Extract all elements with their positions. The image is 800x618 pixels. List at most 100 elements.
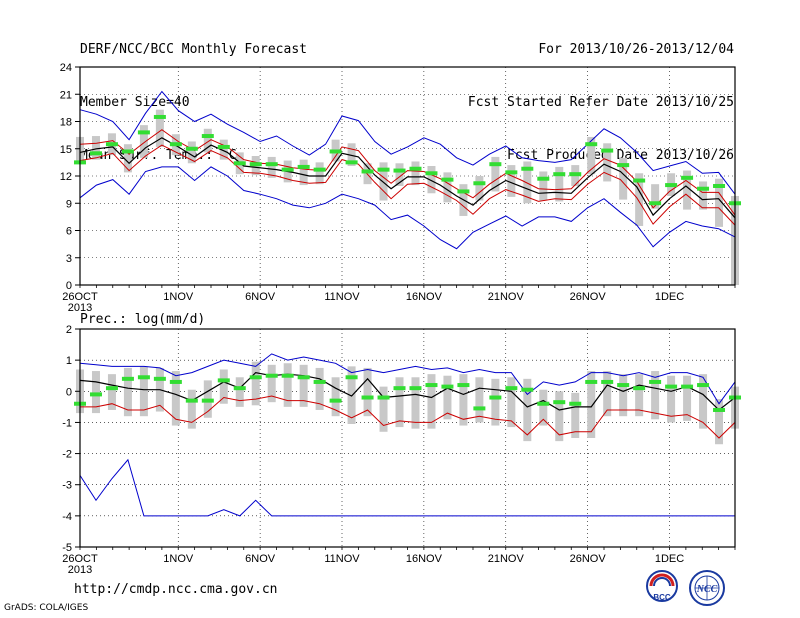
temp-min-line bbox=[79, 166, 736, 250]
temp-observation-mark bbox=[425, 171, 438, 176]
prec-member-bar bbox=[171, 371, 180, 426]
prec-xtick-label: 21NOV bbox=[488, 553, 525, 565]
temp-member-bar bbox=[651, 184, 660, 209]
prec-min-line bbox=[79, 458, 735, 517]
prec-member-bar bbox=[555, 391, 564, 442]
prec-observation-mark bbox=[313, 379, 326, 384]
temp-ytick-label: 3 bbox=[66, 253, 72, 265]
grads-credit: GrADS: COLA/IGES bbox=[4, 603, 89, 613]
prec-observation-mark bbox=[297, 375, 310, 380]
prec-member-bar bbox=[235, 377, 244, 407]
temp-member-bar bbox=[619, 157, 628, 200]
temp-member-bar bbox=[555, 166, 564, 202]
temp-member-bar bbox=[443, 172, 452, 203]
temp-observation-mark bbox=[121, 149, 134, 154]
temp-member-bar bbox=[699, 181, 708, 210]
prec-member-bar bbox=[267, 364, 276, 403]
prec-member-bar bbox=[523, 378, 532, 442]
prec-observation-mark bbox=[521, 387, 534, 392]
prec-member-bar bbox=[683, 375, 692, 421]
temp-xtick-label: 21NOV bbox=[488, 291, 525, 303]
temp-member-bar bbox=[187, 141, 196, 164]
prec-ytick-label: 1 bbox=[66, 355, 72, 367]
prec-observation-mark bbox=[265, 373, 278, 378]
prec-member-bar bbox=[635, 374, 644, 417]
temp-lower-line bbox=[79, 144, 736, 226]
temp-observation-mark bbox=[393, 168, 406, 173]
ncc-logo: NCC bbox=[689, 570, 725, 606]
temp-member-bar bbox=[523, 161, 532, 204]
temp-observation-mark bbox=[313, 167, 326, 172]
temp-member-bar bbox=[587, 136, 596, 175]
ncc-logo-text: NCC bbox=[696, 584, 718, 595]
temp-observation-mark bbox=[441, 177, 454, 182]
temp-observation-mark bbox=[633, 178, 646, 183]
prec-observation-mark bbox=[441, 384, 454, 389]
prec-member-bar bbox=[187, 389, 196, 429]
temp-ytick-label: 21 bbox=[60, 89, 72, 101]
temp-observation-mark bbox=[185, 146, 198, 151]
prec-observation-mark bbox=[537, 401, 550, 406]
temp-member-bar bbox=[379, 162, 388, 201]
temp-xtick-label: 11NOV bbox=[324, 291, 360, 303]
bcc-logo-text: BCC bbox=[653, 593, 671, 602]
temp-observation-mark bbox=[297, 164, 310, 169]
temp-member-bar bbox=[635, 173, 644, 226]
prec-observation-mark bbox=[233, 386, 246, 391]
temp-xtick-label: 1NOV bbox=[163, 291, 194, 303]
prec-observation-mark bbox=[121, 376, 134, 381]
source-url[interactable]: http://cmdp.ncc.cma.gov.cn bbox=[74, 582, 278, 597]
temp-xtick-label: 26NOV bbox=[570, 291, 607, 303]
temp-member-bar bbox=[475, 176, 484, 201]
prec-observation-mark bbox=[249, 375, 262, 380]
prec-ytick-label: -5 bbox=[62, 542, 72, 554]
header-right: For 2013/10/26-2013/12/04 Fcst Started R… bbox=[468, 10, 734, 185]
prec-ytick-label: 0 bbox=[66, 386, 72, 398]
prec-member-bar bbox=[283, 363, 292, 407]
prec-member-bar bbox=[507, 377, 516, 428]
prec-xtick-label: 11NOV bbox=[324, 553, 360, 565]
prec-observation-mark bbox=[281, 373, 294, 378]
temp-member-bar bbox=[539, 171, 548, 201]
temp-observation-mark bbox=[521, 166, 534, 171]
temp-ytick-label: 9 bbox=[66, 198, 72, 210]
prec-observation-mark bbox=[89, 392, 102, 397]
prec-observation-mark bbox=[137, 375, 150, 380]
temp-member-bar bbox=[411, 161, 420, 186]
prec-member-bar bbox=[395, 377, 404, 428]
prec-ytick-label: -4 bbox=[62, 511, 72, 523]
temp-member-bar bbox=[315, 162, 324, 185]
prec-member-bar bbox=[539, 389, 548, 426]
temp-member-bar bbox=[155, 109, 164, 147]
temp-observation-mark bbox=[329, 149, 342, 154]
prec-observation-mark bbox=[585, 379, 598, 384]
prec-observation-mark bbox=[489, 395, 502, 400]
prec-observation-mark bbox=[569, 401, 582, 406]
prec-member-bar bbox=[603, 371, 612, 417]
prec-xtick-label: 1NOV bbox=[163, 553, 194, 565]
temp-ytick-label: 24 bbox=[60, 62, 72, 74]
prec-xtick-label: 6NOV bbox=[245, 553, 276, 565]
prec-max-line bbox=[79, 353, 736, 405]
prec-ytick-label: -2 bbox=[62, 449, 72, 461]
temp-member-bar bbox=[139, 125, 148, 158]
member-size-label: Member Size=40 bbox=[80, 95, 190, 110]
temp-mean-line bbox=[79, 137, 736, 219]
prec-member-bar bbox=[299, 364, 308, 407]
prec-observation-mark bbox=[217, 378, 230, 383]
prec-member-bar bbox=[459, 374, 468, 426]
temp-observation-mark bbox=[713, 183, 726, 188]
prec-observation-mark bbox=[601, 379, 614, 384]
forecast-period-label: For 2013/10/26-2013/12/04 bbox=[538, 42, 734, 57]
prec-xtick-sublabel: 2013 bbox=[68, 564, 92, 576]
temp-ytick-label: 18 bbox=[60, 117, 72, 129]
prec-member-bar bbox=[587, 371, 596, 438]
prec-member-bar bbox=[651, 371, 660, 420]
temp-observation-mark bbox=[601, 148, 614, 153]
temp-member-bar bbox=[219, 139, 228, 160]
prec-observation-mark bbox=[169, 379, 182, 384]
temp-member-bar bbox=[123, 144, 132, 173]
